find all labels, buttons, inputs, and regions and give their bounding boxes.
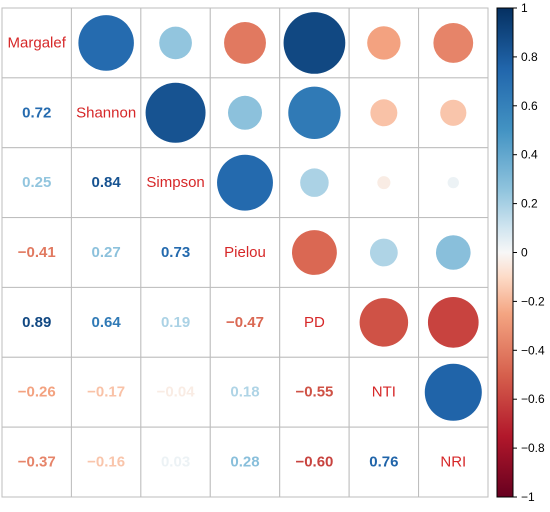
matrix-cell <box>1 7 72 79</box>
matrix-cell <box>418 426 489 498</box>
correlation-circle <box>435 235 471 270</box>
matrix-marks: Margalef 0.72 Shannon 0.25 0.84 Simpson −0.41 0… <box>8 12 482 471</box>
variable-label: Shannon <box>76 104 136 121</box>
matrix-cell <box>279 426 350 498</box>
matrix-cell <box>209 217 281 288</box>
colorbar-tick-label: 0.2 <box>521 197 538 211</box>
correlation-coefficient: 0.73 <box>161 244 190 261</box>
colorbar-tick-label: 0.8 <box>521 50 538 64</box>
colorbar: 1 0.8 0.6 0.4 0.2 0 −0.2 −0.4 −0.6 −0.8 −1 <box>496 1 545 504</box>
variable-label: PD <box>304 314 325 331</box>
correlation-coefficient: −0.37 <box>18 454 56 471</box>
correlation-coefficient: 0.18 <box>230 384 259 401</box>
correlation-coefficient: 0.27 <box>92 244 121 261</box>
correlation-circle <box>300 168 329 197</box>
correlation-circle <box>359 298 409 347</box>
correlation-circle <box>159 26 192 60</box>
variable-label: Simpson <box>146 174 204 191</box>
correlation-circle <box>369 238 398 267</box>
colorbar-tick-label: 0.4 <box>521 148 538 162</box>
correlation-coefficient: 0.64 <box>92 314 122 331</box>
correlation-circle <box>433 23 474 63</box>
correlation-circle <box>377 176 391 190</box>
matrix-cell <box>140 356 211 428</box>
matrix-cell <box>1 426 72 498</box>
matrix-cell <box>279 356 350 428</box>
correlation-circle <box>78 15 134 71</box>
correlation-circle <box>224 21 266 64</box>
matrix-cell <box>140 147 211 219</box>
matrix-cell <box>209 426 281 498</box>
colorbar-gradient <box>496 7 514 498</box>
correlation-coefficient: 0.28 <box>230 454 259 471</box>
variable-label: Margalef <box>8 34 67 51</box>
matrix-cell <box>348 426 420 498</box>
matrix-cell <box>70 217 142 288</box>
colorbar-tick-label: −0.6 <box>521 392 545 406</box>
matrix-cell <box>209 356 281 428</box>
colorbar-tick-label: −0.2 <box>521 294 545 308</box>
correlation-coefficient: 0.89 <box>22 314 51 331</box>
correlation-coefficient: −0.55 <box>295 384 333 401</box>
correlation-circle <box>217 154 273 211</box>
correlation-circle <box>440 99 467 126</box>
variable-label: Pielou <box>224 244 266 261</box>
matrix-frame <box>1 7 489 498</box>
correlation-circle <box>288 86 341 139</box>
correlation-coefficient: −0.47 <box>226 314 264 331</box>
correlation-coefficient: 0.72 <box>22 104 51 121</box>
correlation-coefficient: 0.25 <box>22 174 51 191</box>
correlation-circle <box>424 363 482 421</box>
matrix-cell <box>70 356 142 428</box>
matrix-cell <box>140 426 211 498</box>
correlation-circle <box>427 297 479 348</box>
matrix-cell <box>70 147 142 219</box>
correlation-coefficient: −0.26 <box>18 384 56 401</box>
colorbar-tick-label: −1 <box>521 490 535 504</box>
colorbar-tick-label: 1 <box>521 1 528 15</box>
correlation-circle <box>292 230 337 275</box>
correlation-circle <box>228 95 262 130</box>
variable-label: NTI <box>372 384 396 401</box>
variable-label: NRI <box>440 454 466 471</box>
correlation-coefficient: 0.19 <box>161 314 190 331</box>
correlation-circle <box>370 99 398 127</box>
matrix-cell <box>418 77 489 149</box>
correlation-coefficient: −0.41 <box>18 244 56 261</box>
correlation-coefficient: 0.03 <box>161 454 190 471</box>
colorbar-tick-label: 0.6 <box>521 99 538 113</box>
colorbar-tick-label: −0.4 <box>521 343 545 357</box>
correlation-coefficient: −0.60 <box>295 454 333 471</box>
matrix-cell <box>140 286 211 358</box>
matrix-cell <box>1 286 72 358</box>
correlation-coefficient: 0.84 <box>92 174 122 191</box>
correlation-circle <box>367 26 401 60</box>
correlation-circle <box>447 176 459 189</box>
colorbar-tick-label: −0.8 <box>521 441 545 455</box>
correlation-coefficient: −0.16 <box>87 454 125 471</box>
colorbar-tick-label: 0 <box>521 246 528 260</box>
correlation-coefficient: −0.04 <box>157 384 196 401</box>
matrix-cell <box>1 356 72 428</box>
correlation-circle <box>283 12 346 74</box>
correlation-circle <box>145 82 206 143</box>
correlation-coefficient: 0.76 <box>369 454 398 471</box>
correlation-coefficient: −0.17 <box>87 384 125 401</box>
matrix-cell <box>1 217 72 288</box>
